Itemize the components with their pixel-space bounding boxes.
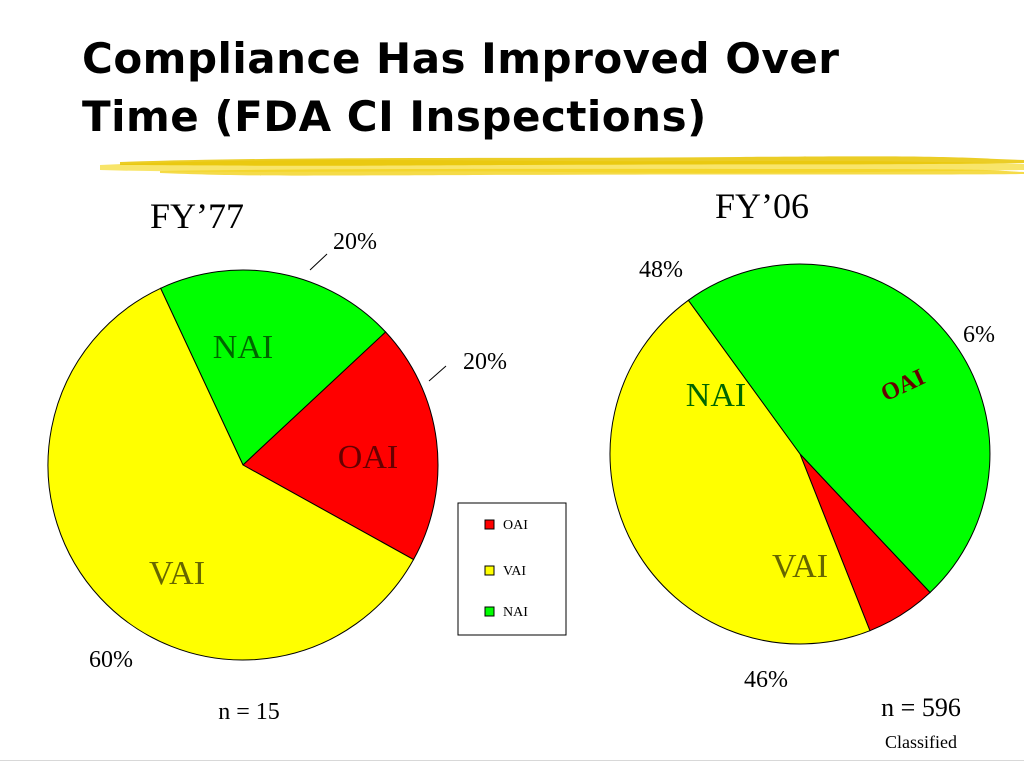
- chart-1-title: FY’77: [150, 196, 244, 236]
- chart-1-slice-vai: [47, 287, 415, 661]
- chart-1-slice-label-nai: NAI: [213, 329, 273, 366]
- chart-2-slice-label-nai: NAI: [686, 377, 746, 414]
- bottom-divider: [0, 760, 1024, 761]
- chart-2-pie: [609, 263, 991, 645]
- chart-1-slice-oai: [242, 331, 439, 561]
- chart-2-slice-label-vai: VAI: [772, 548, 828, 585]
- legend-swatch-vai: [484, 565, 495, 576]
- chart-1-pct-oai: 20%: [463, 349, 507, 375]
- chart-2-pct-oai: 6%: [963, 322, 995, 348]
- title-underline-brushstroke: [100, 156, 1024, 176]
- chart-1-slice-nai: [159, 269, 387, 466]
- chart-2-title: FY’06: [715, 186, 809, 226]
- chart-2-footnote-secondary: Classified: [885, 732, 957, 752]
- chart-2-slice-nai: [687, 263, 991, 594]
- legend-label-vai: VAI: [503, 564, 526, 579]
- chart-1-leader-line-oai: [428, 365, 447, 382]
- chart-1-pct-nai: 20%: [333, 229, 377, 255]
- legend-label-oai: OAI: [503, 518, 528, 533]
- legend-swatch-oai: [484, 519, 495, 530]
- chart-1-pct-vai: 60%: [89, 647, 133, 673]
- legend-box: [457, 502, 567, 636]
- chart-2-pct-nai: 48%: [639, 257, 683, 283]
- chart-1-leader-line-nai: [309, 253, 328, 271]
- legend-swatch-nai: [484, 606, 495, 617]
- chart-1-pie: [47, 269, 439, 661]
- chart-2-footnote: n = 596: [881, 693, 961, 722]
- chart-1-slice-label-vai: VAI: [149, 555, 205, 592]
- chart-2-pct-vai: 46%: [744, 667, 788, 693]
- chart-1-footnote: n = 15: [218, 699, 280, 725]
- chart-1-slice-label-oai: OAI: [338, 439, 398, 476]
- slide-title-line-1: Compliance Has Improved Over: [82, 34, 840, 83]
- legend-label-nai: NAI: [503, 605, 528, 620]
- chart-2-slice-vai: [609, 299, 871, 645]
- slide-title-line-2: Time (FDA CI Inspections): [82, 92, 707, 141]
